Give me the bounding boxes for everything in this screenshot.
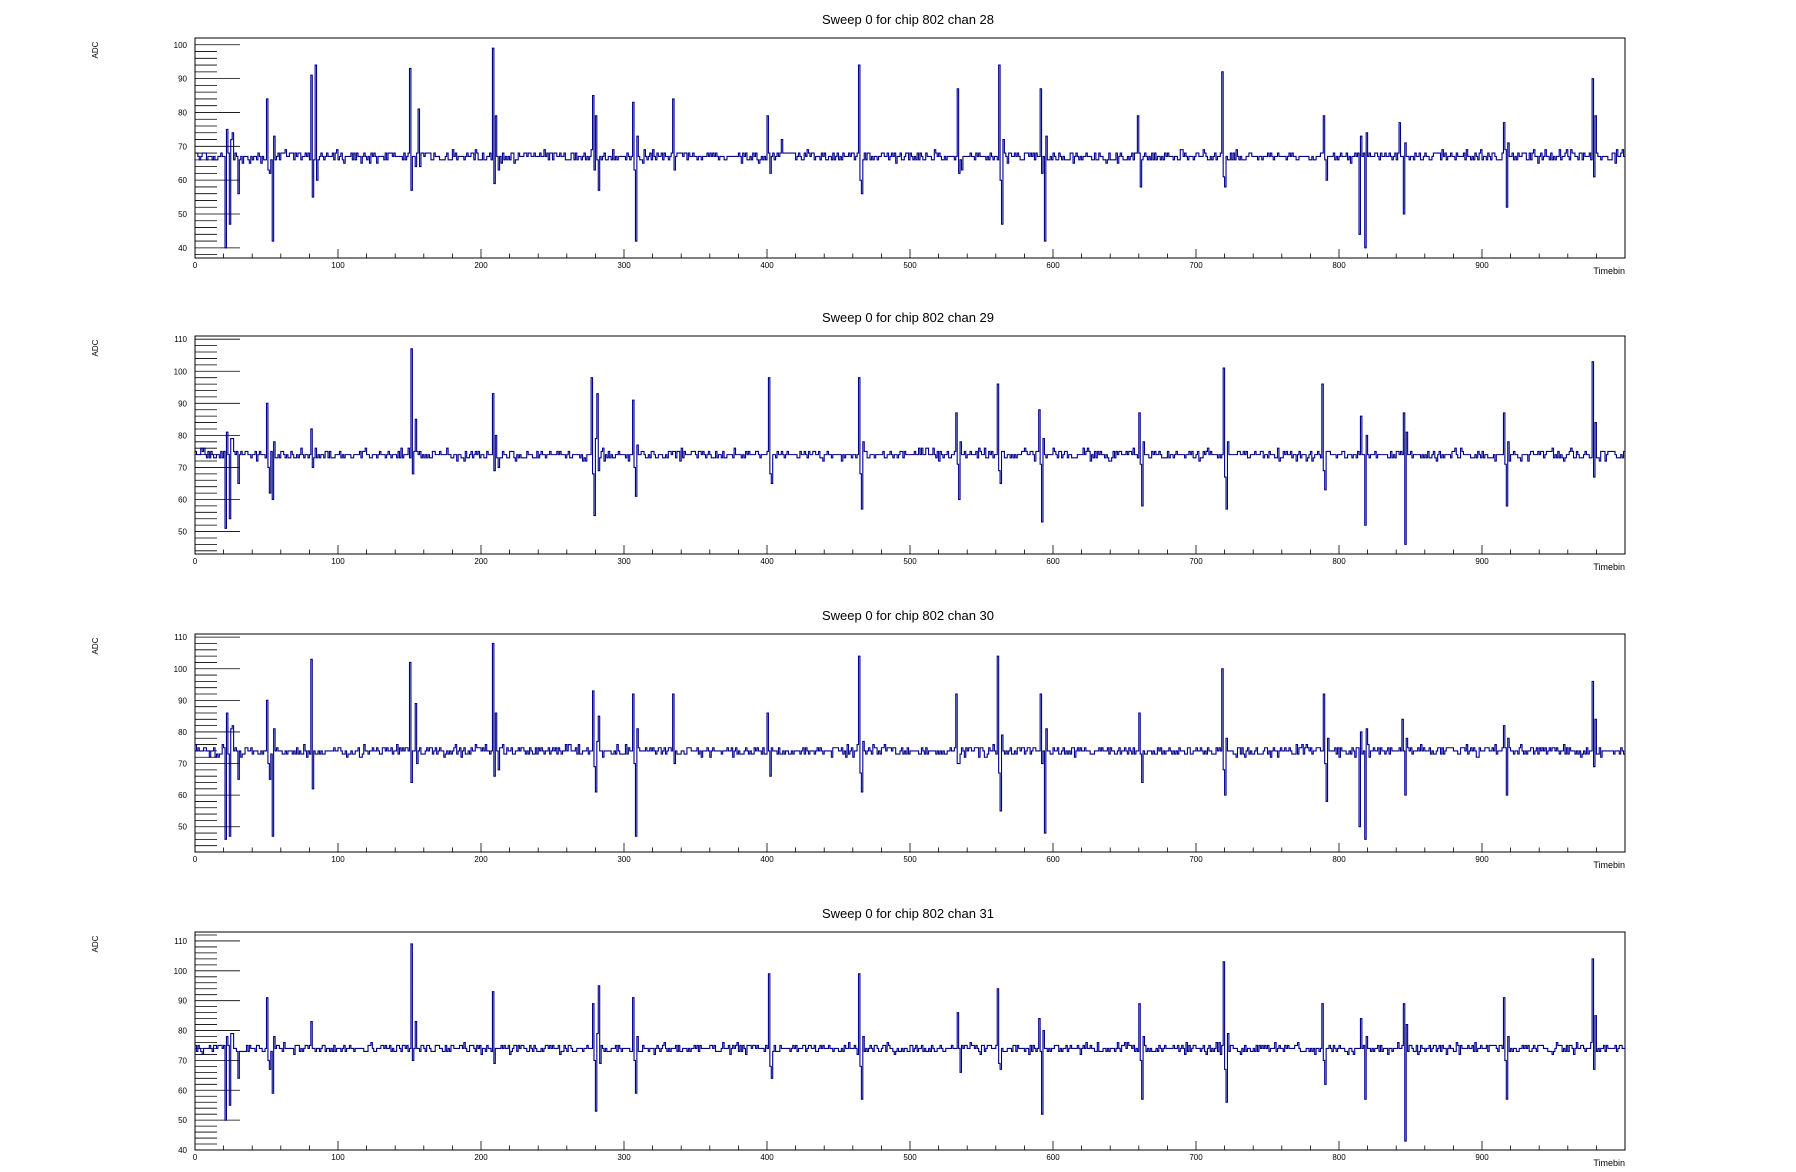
y-tick-label: 50 — [178, 210, 187, 219]
x-tick-label: 200 — [474, 1153, 488, 1162]
y-tick-label: 40 — [178, 1146, 187, 1155]
x-tick-label: 800 — [1332, 261, 1346, 270]
series-line — [195, 943, 1625, 1142]
x-tick-label: 200 — [474, 557, 488, 566]
y-axis-label: ADC — [91, 637, 100, 654]
x-axis-label: Timebin — [1593, 562, 1625, 572]
y-tick-label: 40 — [178, 244, 187, 253]
y-tick-label: 110 — [174, 633, 187, 642]
x-tick-label: 100 — [331, 855, 345, 864]
y-axis-label: ADC — [91, 339, 100, 356]
y-tick-label: 50 — [178, 528, 187, 537]
x-tick-label: 600 — [1046, 261, 1060, 270]
y-tick-label: 70 — [178, 463, 187, 472]
y-tick-label: 60 — [178, 1086, 187, 1095]
x-tick-label: 500 — [903, 855, 917, 864]
series-line — [195, 642, 1625, 840]
y-tick-label: 50 — [178, 823, 187, 832]
x-tick-label: 600 — [1046, 557, 1060, 566]
y-tick-label: 50 — [178, 1116, 187, 1125]
x-tick-label: 0 — [193, 1153, 198, 1162]
x-tick-label: 200 — [474, 855, 488, 864]
x-tick-label: 100 — [331, 1153, 345, 1162]
y-tick-label: 80 — [178, 431, 187, 440]
x-tick-label: 300 — [617, 261, 631, 270]
x-tick-label: 300 — [617, 855, 631, 864]
chart-title: Sweep 0 for chip 802 chan 29 — [822, 310, 994, 325]
x-tick-label: 700 — [1189, 1153, 1203, 1162]
x-axis-label: Timebin — [1593, 266, 1625, 276]
x-tick-label: 800 — [1332, 1153, 1346, 1162]
x-tick-label: 500 — [903, 261, 917, 270]
x-axis-label: Timebin — [1593, 1158, 1625, 1168]
plot-frame — [194, 931, 1626, 1151]
chart-panel-chan-29: Sweep 0 for chip 802 chan 29 ADC Timebin… — [91, 310, 1626, 572]
x-tick-label: 200 — [474, 261, 488, 270]
x-tick-label: 900 — [1475, 1153, 1489, 1162]
y-tick-label: 70 — [178, 1056, 187, 1065]
y-tick-label: 80 — [178, 108, 187, 117]
x-tick-label: 100 — [331, 261, 345, 270]
x-tick-label: 400 — [760, 1153, 774, 1162]
chart-title: Sweep 0 for chip 802 chan 30 — [822, 608, 994, 623]
x-tick-label: 0 — [193, 855, 198, 864]
x-tick-label: 400 — [760, 855, 774, 864]
y-tick-label: 70 — [178, 760, 187, 769]
y-tick-label: 110 — [174, 937, 187, 946]
x-tick-label: 300 — [617, 557, 631, 566]
plot-frame — [194, 335, 1626, 555]
chart-panel-chan-30: Sweep 0 for chip 802 chan 30 ADC Timebin… — [91, 608, 1626, 870]
x-tick-label: 100 — [331, 557, 345, 566]
y-tick-label: 60 — [178, 496, 187, 505]
chart-panel-chan-31: Sweep 0 for chip 802 chan 31 ADC Timebin… — [91, 906, 1626, 1168]
y-axis-label: ADC — [91, 41, 100, 58]
y-tick-label: 80 — [178, 1027, 187, 1036]
series-line — [195, 47, 1625, 249]
chart-title: Sweep 0 for chip 802 chan 28 — [822, 12, 994, 27]
series-line — [195, 348, 1625, 545]
y-tick-label: 100 — [174, 367, 188, 376]
x-tick-label: 300 — [617, 1153, 631, 1162]
x-tick-label: 400 — [760, 557, 774, 566]
y-tick-label: 60 — [178, 176, 187, 185]
x-tick-label: 800 — [1332, 557, 1346, 566]
x-tick-label: 700 — [1189, 261, 1203, 270]
y-tick-label: 100 — [174, 665, 188, 674]
x-tick-label: 0 — [193, 261, 198, 270]
y-tick-label: 110 — [174, 335, 187, 344]
x-tick-label: 400 — [760, 261, 774, 270]
y-tick-label: 100 — [174, 967, 188, 976]
x-tick-label: 600 — [1046, 855, 1060, 864]
y-tick-label: 90 — [178, 75, 187, 84]
x-tick-label: 800 — [1332, 855, 1346, 864]
y-tick-label: 90 — [178, 696, 187, 705]
y-tick-label: 100 — [174, 41, 188, 50]
x-tick-label: 0 — [193, 557, 198, 566]
x-tick-label: 700 — [1189, 557, 1203, 566]
x-tick-label: 900 — [1475, 557, 1489, 566]
chart-panel-chan-28: Sweep 0 for chip 802 chan 28 ADC Timebin… — [91, 12, 1626, 276]
chart-title: Sweep 0 for chip 802 chan 31 — [822, 906, 994, 921]
x-tick-label: 500 — [903, 1153, 917, 1162]
x-tick-label: 500 — [903, 557, 917, 566]
y-tick-label: 60 — [178, 791, 187, 800]
y-axis-label: ADC — [91, 935, 100, 952]
x-tick-label: 600 — [1046, 1153, 1060, 1162]
x-tick-label: 900 — [1475, 261, 1489, 270]
x-tick-label: 900 — [1475, 855, 1489, 864]
y-tick-label: 90 — [178, 399, 187, 408]
y-tick-label: 90 — [178, 997, 187, 1006]
x-axis-label: Timebin — [1593, 860, 1625, 870]
x-tick-label: 700 — [1189, 855, 1203, 864]
y-tick-label: 70 — [178, 142, 187, 151]
y-tick-label: 80 — [178, 728, 187, 737]
